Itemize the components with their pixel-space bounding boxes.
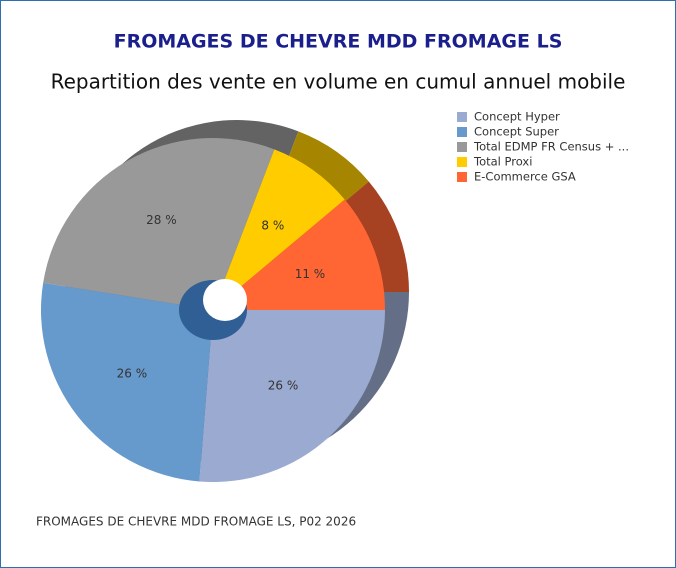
legend-swatch (457, 127, 467, 137)
slice (213, 199, 385, 310)
chart-title: FROMAGES DE CHEVRE MDD FROMAGE LS (114, 31, 563, 53)
legend-swatch (457, 172, 467, 182)
data-label: 26 % (268, 378, 299, 392)
legend-label: E-Commerce GSA (474, 170, 576, 184)
legend-label: Total Proxi (473, 155, 532, 169)
slice (41, 282, 214, 482)
pie-hole-top (203, 279, 247, 321)
legend-swatch (457, 112, 467, 122)
slice (43, 138, 275, 310)
chart-subtitle: Repartition des vente en volume en cumul… (51, 70, 626, 94)
data-label: 8 % (261, 218, 284, 232)
data-label: 11 % (295, 267, 326, 281)
legend-label: Concept Hyper (474, 110, 560, 124)
legend-label: Concept Super (474, 125, 559, 139)
data-label: 28 % (146, 213, 177, 227)
legend-swatch (457, 157, 467, 167)
legend-swatch (457, 142, 467, 152)
slice (213, 149, 345, 310)
slice (199, 310, 385, 482)
legend-label: Total EDMP FR Census + ... (473, 140, 629, 154)
pie: 26 % 26 % 28 % 8 % 11 % (41, 138, 385, 482)
data-label: 26 % (117, 366, 148, 380)
footnote: FROMAGES DE CHEVRE MDD FROMAGE LS, P02 2… (36, 515, 356, 529)
